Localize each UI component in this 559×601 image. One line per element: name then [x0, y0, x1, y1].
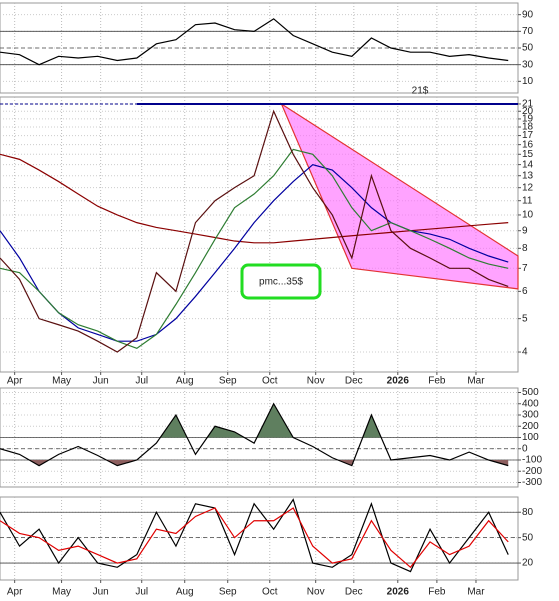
- y-tick-label: 20: [522, 558, 534, 569]
- y-tick-label: 19: [522, 114, 534, 125]
- y-tick-label: 10: [522, 76, 534, 87]
- y-tick-label: 20: [522, 106, 534, 117]
- y-tick-label: 15: [522, 149, 534, 160]
- x-tick-label: Dec: [345, 587, 363, 598]
- y-tick-label: 13: [522, 170, 534, 181]
- y-tick-label: 300: [522, 410, 539, 421]
- note-text: pmc...35$: [259, 277, 303, 288]
- y-tick-label: 500: [522, 387, 539, 398]
- y-tick-label: 50: [522, 532, 534, 543]
- x-tick-label: Sep: [219, 587, 237, 598]
- x-tick-label: Jul: [135, 376, 148, 387]
- y-tick-label: 5: [522, 313, 528, 324]
- y-tick-label: 10: [522, 210, 534, 221]
- series-line: [0, 148, 509, 350]
- resistance-label: 21$: [412, 86, 429, 97]
- y-tick-label: 18: [522, 122, 534, 133]
- y-tick-label: 80: [522, 507, 534, 518]
- x-tick-label: Oct: [262, 587, 278, 598]
- note-box: [240, 263, 322, 300]
- series-line: [0, 109, 509, 353]
- x-tick-label: Mar: [467, 376, 485, 387]
- series-line: [0, 163, 509, 342]
- x-tick-label: Aug: [176, 587, 194, 598]
- series-line: [0, 402, 509, 467]
- series-line: [0, 18, 509, 66]
- x-tick-label: Nov: [307, 376, 325, 387]
- x-tick-label: May: [52, 376, 71, 387]
- y-tick-label: 8: [522, 243, 528, 254]
- y-tick-label: 7: [522, 263, 528, 274]
- series-line: [0, 498, 509, 573]
- x-tick-label: Jul: [135, 587, 148, 598]
- x-tick-label: Jun: [93, 376, 109, 387]
- negative-fill: [0, 460, 509, 466]
- y-tick-label: -100: [522, 455, 542, 466]
- series-line: [0, 153, 509, 244]
- x-tick-label: 2026: [387, 587, 410, 598]
- y-tick-label: 12: [522, 182, 534, 193]
- y-tick-label: 30: [522, 59, 534, 70]
- x-tick-label: Mar: [467, 587, 485, 598]
- y-tick-label: 100: [522, 432, 539, 443]
- y-tick-label: 11: [522, 195, 533, 206]
- y-tick-label: 21: [522, 99, 534, 110]
- x-tick-label: Oct: [262, 376, 278, 387]
- wedge: [280, 102, 519, 290]
- y-tick-label: 0: [522, 443, 528, 454]
- x-tick-label: Nov: [307, 587, 325, 598]
- y-tick-label: 6: [522, 286, 528, 297]
- y-tick-label: 50: [522, 43, 534, 54]
- y-tick-label: 200: [522, 421, 539, 432]
- y-tick-label: 4: [522, 347, 528, 358]
- x-tick-label: Aug: [176, 376, 194, 387]
- x-tick-label: Apr: [7, 376, 23, 387]
- x-tick-label: Dec: [345, 376, 363, 387]
- y-tick-label: -200: [522, 466, 542, 477]
- x-tick-label: May: [52, 587, 71, 598]
- y-tick-label: 16: [522, 139, 534, 150]
- x-tick-label: Feb: [428, 587, 446, 598]
- series-line: [0, 507, 509, 569]
- y-tick-label: 14: [522, 159, 534, 170]
- x-tick-label: Sep: [219, 376, 237, 387]
- y-tick-label: 70: [522, 26, 534, 37]
- x-tick-label: Apr: [7, 587, 23, 598]
- x-tick-label: Feb: [428, 376, 446, 387]
- x-tick-label: 2026: [387, 376, 410, 387]
- y-tick-label: 400: [522, 398, 539, 409]
- y-tick-label: 90: [522, 9, 534, 20]
- y-tick-label: 17: [522, 130, 534, 141]
- x-tick-label: Jun: [93, 587, 109, 598]
- y-tick-label: 9: [522, 225, 528, 236]
- y-tick-label: -300: [522, 477, 542, 488]
